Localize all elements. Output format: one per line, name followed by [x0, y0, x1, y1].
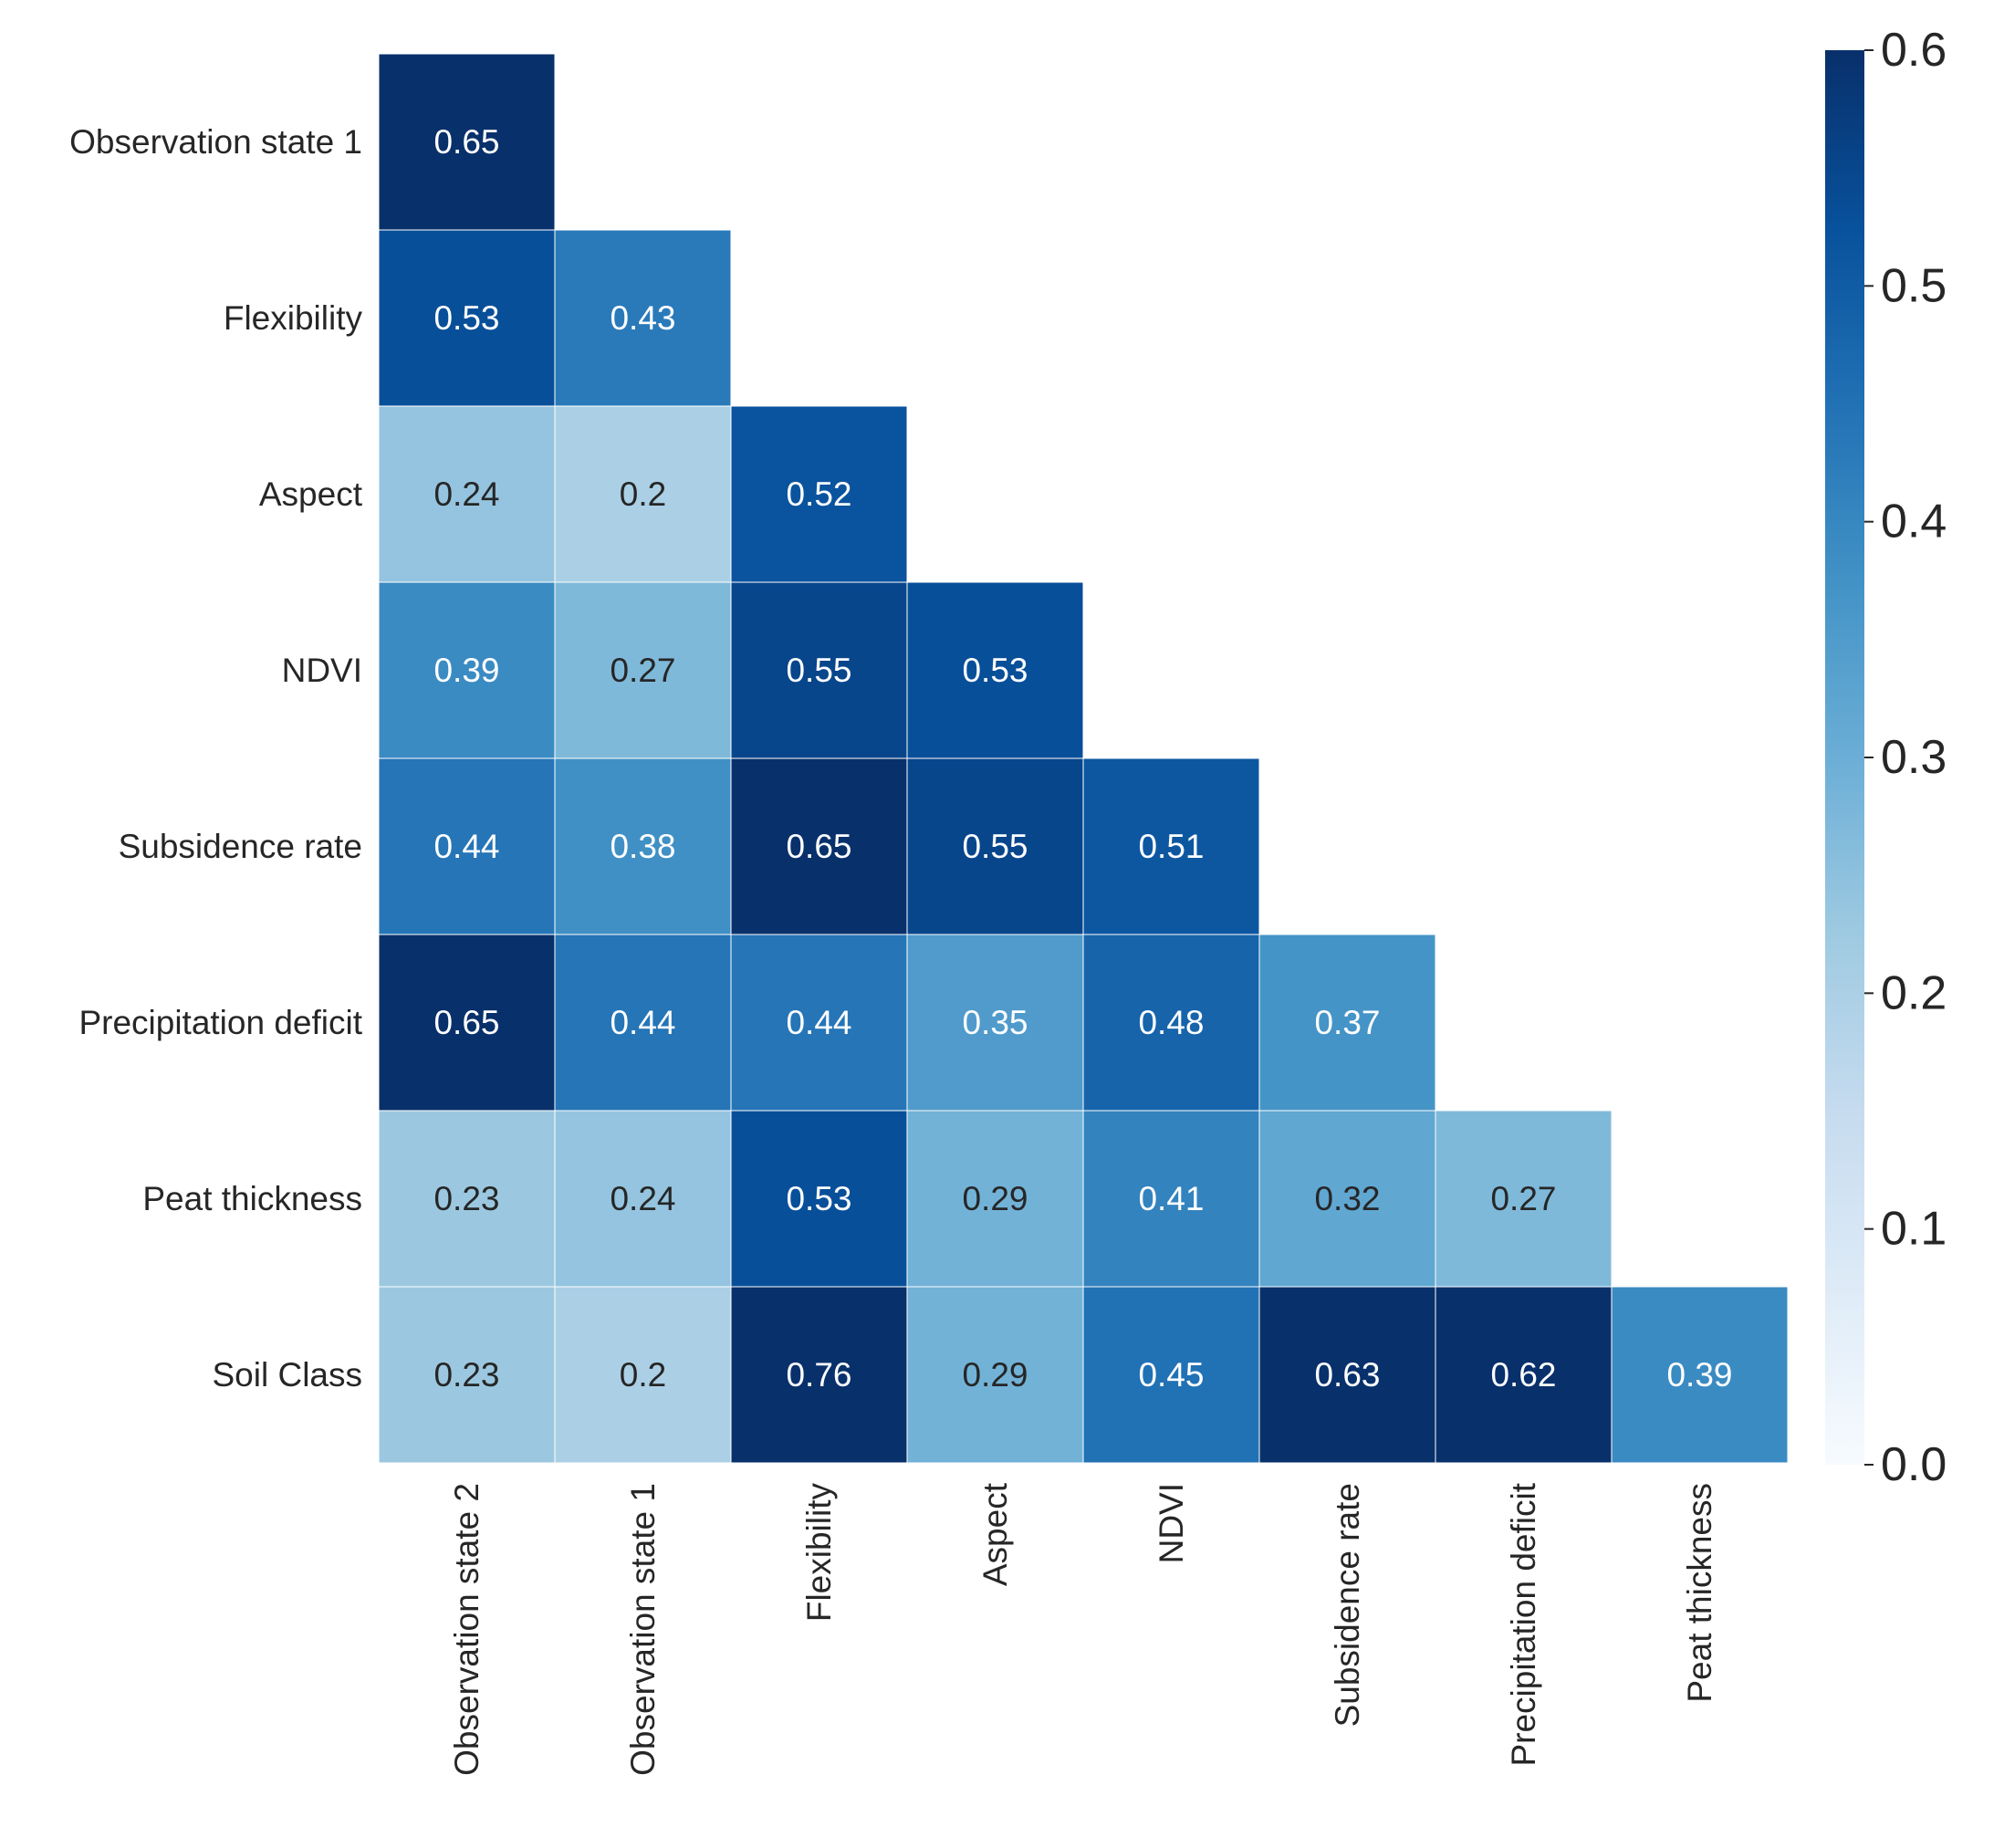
heatmap-cell [554, 405, 732, 583]
heatmap-cell [730, 1286, 908, 1464]
colorbar-tick-label: 0.0 [1881, 1438, 1947, 1491]
heatmap-cell [554, 757, 732, 935]
y-tick-label: Subsidence rate [119, 828, 362, 865]
heatmap-cell [1435, 1110, 1613, 1288]
heatmap-cell-labels: 0.65 0.53 0.43 0.24 0.2 0.52 0.39 0.27 0.55 0.53 0… [433, 123, 1732, 1394]
cell-value-label: 0.53 [433, 299, 499, 337]
x-tick-label: Observation state 1 [624, 1483, 662, 1776]
cell-value-label: 0.35 [962, 1004, 1028, 1041]
cell-value-label: 0.23 [433, 1356, 499, 1394]
cell-value-label: 0.27 [1490, 1180, 1556, 1217]
heatmap-cell [378, 1286, 556, 1464]
heatmap-cell [378, 934, 556, 1112]
cell-value-label: 0.29 [962, 1356, 1028, 1394]
cell-value-label: 0.44 [786, 1004, 851, 1041]
heatmap-cell [730, 757, 908, 935]
colorbar: 0.0 0.1 0.2 0.3 0.4 0.5 0.6 [1825, 24, 1947, 1491]
x-tick-label: Flexibility [800, 1483, 838, 1623]
heatmap-cell [1258, 1286, 1436, 1464]
y-tick-label: NDVI [282, 652, 362, 689]
x-tick-label: Subsidence rate [1329, 1483, 1366, 1727]
cell-value-label: 0.76 [786, 1356, 851, 1394]
cell-value-label: 0.29 [962, 1180, 1028, 1217]
heatmap-cell [378, 1110, 556, 1288]
heatmap-cell [730, 405, 908, 583]
x-tick-label: Peat thickness [1681, 1483, 1718, 1703]
cell-value-label: 0.39 [1666, 1356, 1732, 1394]
y-tick-label: Flexibility [224, 299, 363, 337]
cell-value-label: 0.23 [433, 1180, 499, 1217]
heatmap-cell [1258, 1110, 1436, 1288]
cell-value-label: 0.63 [1314, 1356, 1380, 1394]
cell-value-label: 0.38 [610, 828, 675, 865]
x-tick-label: Aspect [976, 1482, 1014, 1586]
cell-value-label: 0.44 [610, 1004, 675, 1041]
cell-value-label: 0.44 [433, 828, 499, 865]
heatmap-cell [1258, 934, 1436, 1112]
colorbar-gradient [1825, 50, 1864, 1465]
heatmap-cell [730, 934, 908, 1112]
y-tick-label: Soil Class [213, 1356, 363, 1394]
cell-value-label: 0.55 [962, 828, 1028, 865]
colorbar-tick-label: 0.6 [1881, 24, 1947, 77]
heatmap-cell [906, 581, 1084, 759]
colorbar-tick-label: 0.2 [1881, 966, 1947, 1019]
heatmap-cell [554, 229, 732, 407]
cell-value-label: 0.27 [610, 652, 675, 689]
cell-value-label: 0.24 [433, 475, 499, 513]
heatmap-cell [378, 53, 556, 231]
cell-value-label: 0.62 [1490, 1356, 1556, 1394]
cell-value-label: 0.51 [1138, 828, 1204, 865]
x-axis-tick-labels: Observation state 2 Observation state 1 Fl… [448, 1482, 1718, 1776]
heatmap-cell [1082, 757, 1260, 935]
heatmap-cell [1082, 934, 1260, 1112]
cell-value-label: 0.48 [1138, 1004, 1204, 1041]
heatmap-cell [378, 581, 556, 759]
x-tick-label: Observation state 2 [448, 1483, 485, 1776]
cell-value-label: 0.55 [786, 652, 851, 689]
cell-value-label: 0.52 [786, 475, 851, 513]
cell-value-label: 0.41 [1138, 1180, 1204, 1217]
colorbar-ticks: 0.0 0.1 0.2 0.3 0.4 0.5 0.6 [1864, 24, 1947, 1491]
heatmap-cell [906, 934, 1084, 1112]
cell-value-label: 0.65 [433, 123, 499, 161]
cell-value-label: 0.43 [610, 299, 675, 337]
y-axis-tick-labels: Observation state 1 Flexibility Aspect NDVI… [69, 123, 363, 1394]
x-tick-label: Precipitation deficit [1505, 1482, 1542, 1766]
cell-value-label: 0.45 [1138, 1356, 1204, 1394]
heatmap-cell [1435, 1286, 1613, 1464]
heatmap-cell [378, 229, 556, 407]
cell-value-label: 0.65 [786, 828, 851, 865]
colorbar-tick-label: 0.1 [1881, 1203, 1947, 1256]
cell-value-label: 0.53 [962, 652, 1028, 689]
heatmap-cell [1082, 1110, 1260, 1288]
y-tick-label: Peat thickness [142, 1180, 362, 1217]
cell-value-label: 0.2 [620, 1356, 666, 1394]
y-tick-label: Observation state 1 [69, 123, 362, 161]
heatmap-cell [906, 1110, 1084, 1288]
cell-value-label: 0.32 [1314, 1180, 1380, 1217]
cell-value-label: 0.2 [620, 475, 666, 513]
cell-value-label: 0.65 [433, 1004, 499, 1041]
colorbar-tick-label: 0.4 [1881, 496, 1947, 548]
x-tick-label: NDVI [1153, 1483, 1190, 1563]
heatmap-cell [554, 581, 732, 759]
heatmap-cells [378, 53, 1789, 1464]
heatmap-cell [1611, 1286, 1789, 1464]
colorbar-tick-label: 0.3 [1881, 731, 1947, 784]
heatmap-cell [554, 934, 732, 1112]
cell-value-label: 0.39 [433, 652, 499, 689]
colorbar-tick-label: 0.5 [1881, 259, 1947, 312]
cell-value-label: 0.24 [610, 1180, 675, 1217]
cell-value-label: 0.53 [786, 1180, 851, 1217]
cell-value-label: 0.37 [1314, 1004, 1380, 1041]
y-tick-label: Aspect [259, 475, 363, 513]
heatmap-cell [378, 405, 556, 583]
heatmap-cell [906, 757, 1084, 935]
y-tick-label: Precipitation deficit [78, 1004, 362, 1041]
heatmap-cell [554, 1110, 732, 1288]
